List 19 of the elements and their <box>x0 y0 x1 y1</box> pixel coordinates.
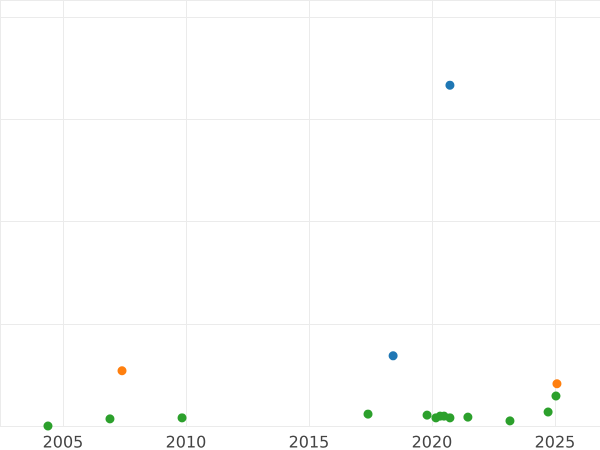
x-tick-label: 2010 <box>166 432 206 450</box>
point <box>544 408 553 417</box>
x-tick-label: 2020 <box>412 432 452 450</box>
point <box>43 422 52 430</box>
point <box>388 351 398 360</box>
point <box>105 414 114 424</box>
point <box>364 410 373 419</box>
x-tick-label: 2015 <box>288 432 330 450</box>
point <box>552 379 562 388</box>
x-tick-label: 2005 <box>42 432 84 450</box>
point <box>551 392 560 401</box>
point <box>445 413 454 422</box>
point <box>463 412 472 422</box>
point <box>505 416 514 426</box>
point <box>118 366 127 376</box>
point <box>178 413 187 422</box>
point <box>422 410 432 420</box>
x-tick-label: 2025 <box>534 432 576 450</box>
point <box>445 80 454 90</box>
